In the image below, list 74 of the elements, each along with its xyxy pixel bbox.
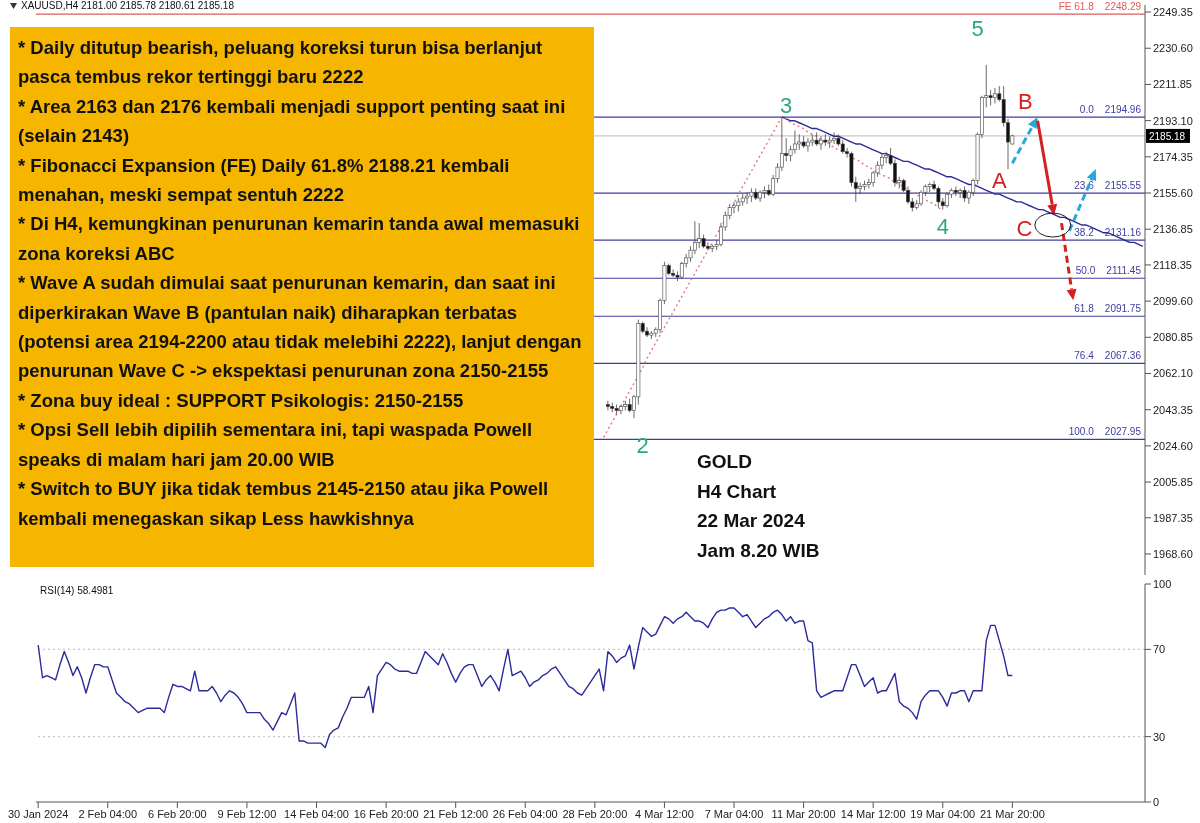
x-tick-label: 2 Feb 04:00 [78, 807, 138, 820]
annotation: * Area 2163 dan 2176 kembali menjadi support penting saat ini (selain 2143) [18, 94, 567, 149]
line-series [781, 116, 1144, 247]
y-tick-label: 2043.35 [1153, 403, 1193, 416]
chart-title: XAUUSD,H4 2181.00 2185.78 2180.61 2185.18 [21, 0, 234, 11]
ref-line-label: FE 61.8 2248.29 [1058, 1, 1142, 13]
annotation: C [1016, 215, 1033, 241]
ref-line-label: 23.6 2155.55 [1074, 180, 1142, 192]
ref-line-label: 0.0 2194.96 [1079, 104, 1142, 116]
y-tick-label: 100 [1153, 577, 1172, 590]
x-tick-label: 7 Mar 04:00 [704, 807, 764, 820]
candlestick [762, 186, 767, 199]
y-tick-label: 2136.85 [1153, 223, 1193, 236]
x-tick-label: 6 Feb 20:00 [147, 807, 207, 820]
y-tick-label: 70 [1153, 643, 1166, 656]
y-tick-label: 2249.35 [1153, 5, 1193, 18]
ref-line-label: 100.0 2027.95 [1068, 426, 1142, 438]
x-tick-label: 14 Feb 04:00 [284, 807, 349, 820]
x-tick-label: 30 Jan 2024 [7, 807, 69, 820]
annotation: 3 [780, 92, 793, 118]
x-tick-label: 21 Feb 12:00 [423, 807, 489, 820]
y-tick-label: 2211.85 [1153, 78, 1192, 91]
candlestick [758, 189, 763, 203]
y-tick-label: 2062.10 [1153, 367, 1193, 380]
y-tick-label: 1987.35 [1153, 511, 1193, 524]
x-tick-label: 28 Feb 20:00 [562, 807, 628, 820]
y-tick-label: 2193.10 [1153, 114, 1193, 127]
annotation: 2 [636, 432, 649, 458]
y-tick-label: 0 [1153, 795, 1160, 808]
annotation: * Wave A sudah dimulai saat penurunan kemarin, dan saat ini diperkirakan Wave B (pantulan naik) diharapkan terbatas (potensi area 2194-2200 atau tidak melebihi 2222), lanjut dengan penurunan Wave C -> ekspektasi penurunan zona 2150-2155 [18, 271, 583, 384]
annotation: 5 [971, 15, 984, 41]
chart-title: RSI(14) 58.4981 [40, 585, 114, 596]
candlestick [988, 89, 993, 106]
y-tick-label: 2024.60 [1153, 439, 1193, 452]
annotation: * Daily ditutup bearish, peluang koreksi turun bisa berlanjut pasca tembus rekor tertinggi baru 2222 [18, 36, 544, 90]
y-tick-label: 2080.85 [1153, 331, 1193, 344]
y-tick-label: 2099.60 [1153, 295, 1193, 307]
x-tick-label: 16 Feb 20:00 [353, 807, 419, 820]
annotation: 22 Mar 2024 [697, 509, 806, 533]
ref-line-label: 38.2 2131.16 [1074, 227, 1142, 239]
line-series [37, 607, 1014, 749]
ref-line-label: 61.8 2091.75 [1074, 303, 1142, 315]
annotation: A [991, 168, 1007, 194]
annotation: H4 Chart [697, 479, 778, 504]
x-tick-label: 14 Mar 12:00 [840, 807, 906, 820]
annotation: * Switch to BUY jika tidak tembus 2145-2150 atau jika Powell kembali menegaskan sikap Less hawkishnya [18, 477, 550, 531]
annotation: 4 [936, 214, 949, 240]
y-tick-label: 2155.60 [1153, 186, 1193, 199]
x-tick-label: 4 Mar 12:00 [635, 807, 694, 820]
y-tick-label: 2005.85 [1153, 475, 1193, 488]
candlestick [671, 269, 676, 278]
annotation: B [1018, 89, 1033, 115]
ref-line-label: 76.4 2067.36 [1074, 350, 1142, 362]
x-tick-label: 9 Feb 12:00 [217, 807, 277, 820]
x-tick-label: 26 Feb 04:00 [492, 807, 558, 820]
annotation: * Zona buy ideal : SUPPORT Psikologis: 2150-2155 [18, 388, 465, 413]
annotation: GOLD [697, 450, 753, 474]
annotation: * Opsi Sell lebih dipilih sementara ini, tapi waspada Powell speaks di malam hari jam 20.00 WIB [18, 418, 534, 472]
ref-line-label: 50.0 2111.45 [1075, 265, 1142, 277]
x-tick-label: 11 Mar 20:00 [771, 807, 836, 820]
y-tick-label: 2118.35 [1153, 258, 1192, 271]
annotation: * Fibonacci Expansion (FE) Daily 61.8% 2188.21 kembali menahan, meski sempat sentuh 2222 [18, 153, 511, 208]
candlestick [692, 220, 697, 255]
x-tick-label: 19 Mar 04:00 [910, 807, 976, 820]
y-tick-label: 30 [1153, 730, 1166, 743]
y-tick-label: 1968.60 [1153, 547, 1193, 560]
annotation: Jam 8.20 WIB [697, 538, 820, 563]
candlestick [606, 400, 610, 411]
candlestick [879, 153, 884, 170]
annotation: * Di H4, kemungkinan penurunan kemarin tanda awal memasuki zona koreksi ABC [18, 212, 581, 266]
y-tick-label: 2230.60 [1153, 42, 1193, 55]
y-tick-label: 2174.35 [1153, 150, 1193, 163]
x-tick-label: 21 Mar 20:00 [979, 807, 1045, 820]
ref-line-label: 2185.18 [1149, 130, 1186, 142]
